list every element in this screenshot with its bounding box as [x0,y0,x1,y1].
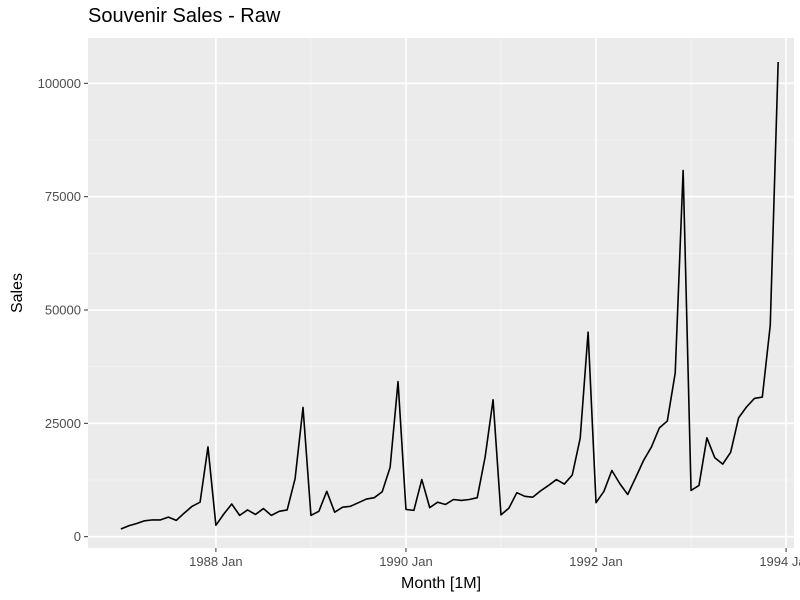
plot-panel [88,38,794,548]
y-axis-title: Sales [9,273,26,313]
y-tick-label: 0 [74,529,81,544]
x-axis-title: Month [1M] [401,575,481,592]
y-tick-label: 75000 [45,189,81,204]
y-tick-label: 100000 [38,76,81,91]
y-tick-label: 25000 [45,416,81,431]
x-tick-label: 1992 Jan [569,554,623,569]
x-tick-label: 1988 Jan [189,554,243,569]
y-tick-label: 50000 [45,303,81,318]
chart-title: Souvenir Sales - Raw [88,5,281,27]
x-tick-label: 1990 Jan [379,554,433,569]
series-line [120,62,779,530]
x-tick-label: 1994 Jan [759,554,800,569]
